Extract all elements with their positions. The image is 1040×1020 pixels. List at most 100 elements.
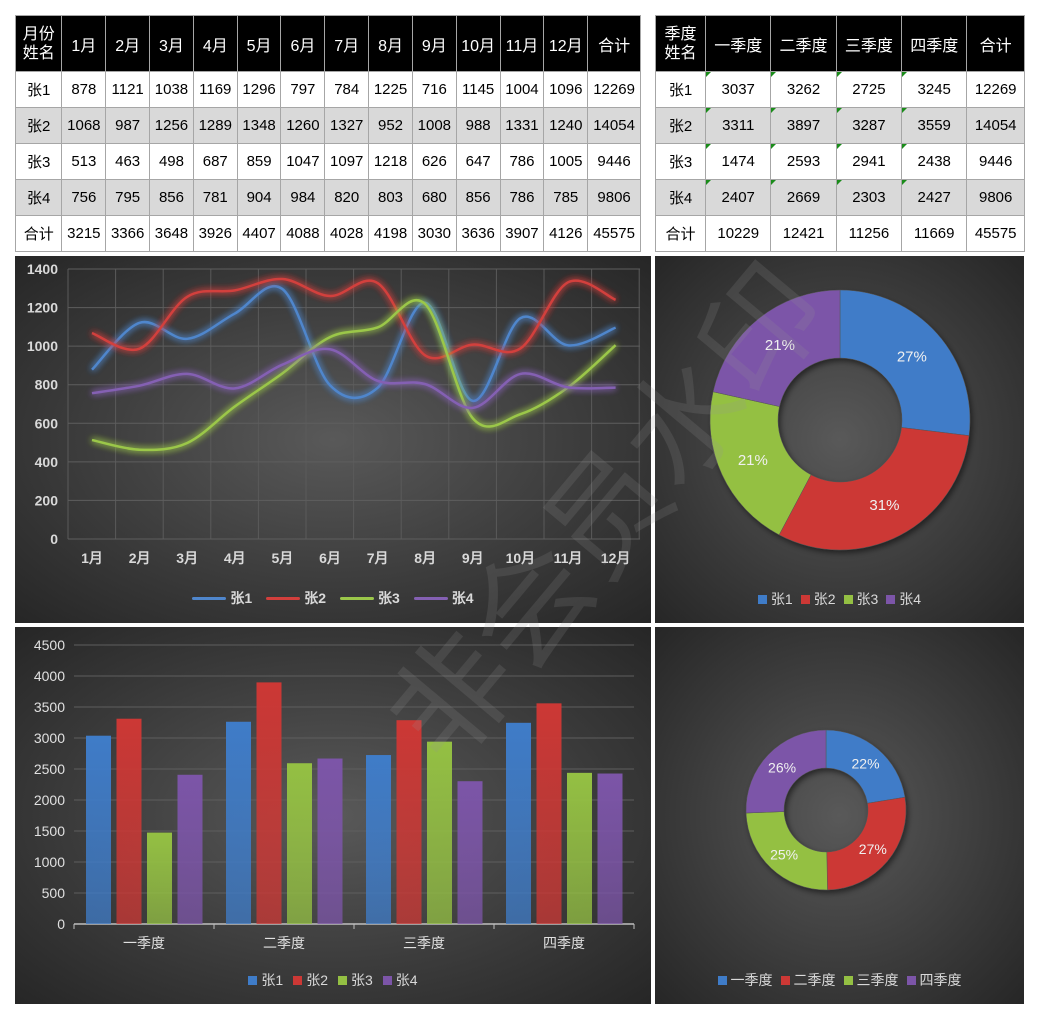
table-cell: 1169: [192, 71, 238, 108]
column-header: 四季度: [901, 15, 968, 72]
column-header: 合计: [587, 15, 641, 72]
x-tick-label: 1月: [81, 550, 103, 566]
corner-top-label: 月份: [22, 25, 55, 43]
column-header: 12月: [543, 15, 589, 72]
bar-张3: [427, 741, 452, 924]
table-cell: 3366: [105, 215, 151, 252]
donut-slice: [825, 729, 906, 804]
x-tick-label: 二季度: [263, 935, 305, 951]
table-cell: 647: [455, 143, 501, 180]
legend-swatch-icon: [338, 975, 347, 985]
table-cell: 2427: [901, 179, 968, 216]
y-tick-label: 400: [35, 454, 59, 470]
table-cell: 3262: [770, 71, 837, 108]
corner-bottom-label: 姓名: [22, 44, 55, 62]
legend-item: 张3: [338, 970, 373, 990]
table-cell: 9446: [587, 143, 641, 180]
table-cell: 1256: [149, 107, 194, 144]
x-tick-label: 9月: [462, 550, 484, 566]
table-cell: 3559: [901, 107, 968, 144]
corner-header: 季度 姓名: [654, 15, 707, 72]
line-chart: 0 200 400 600 800 1000 1200 1400 1月 2月 3月 4月 5月 6月 7月 8…: [27, 261, 640, 566]
quarter-donut-panel: 22% 27% 25% 26% 一季度 二季度 三季度 四季度: [655, 627, 1024, 1004]
column-header: 1月: [61, 15, 107, 72]
row-name: 张3: [654, 143, 707, 180]
legend-swatch-icon: [717, 975, 727, 985]
table-cell: 2407: [705, 179, 772, 216]
slice-percent-label: 21%: [738, 452, 768, 469]
table-cell: 2593: [770, 143, 837, 180]
table-cell: 4407: [236, 215, 282, 252]
table-cell: 3037: [705, 71, 772, 108]
table-cell: 781: [192, 179, 238, 216]
table-cell: 4028: [324, 215, 370, 252]
line-chart-legend: 张1 张2 张3 张4: [15, 588, 651, 608]
table-cell: 9806: [966, 179, 1025, 216]
legend-swatch-icon: [757, 594, 767, 604]
table-cell: 1331: [499, 107, 545, 144]
table-cell: 14054: [587, 107, 641, 144]
table-cell: 10229: [705, 215, 772, 252]
legend-item: 张2: [293, 970, 328, 990]
series-line-张4: [91, 347, 616, 410]
legend-label: 张4: [899, 591, 922, 607]
slice-percent-label: 22%: [852, 756, 880, 772]
table-row: 合计 3215 3366 3648 3926 4407 4088 4028 4198 3030 36…: [14, 215, 641, 252]
table-cell: 785: [543, 179, 589, 216]
row-name: 张4: [14, 179, 63, 216]
x-tick-label: 2月: [129, 550, 151, 566]
table-cell: 1327: [324, 107, 370, 144]
legend-line-icon: [340, 596, 374, 600]
donut-quarter-legend: 一季度 二季度 三季度 四季度: [655, 970, 1024, 990]
slice-percent-label: 27%: [897, 348, 927, 365]
legend-item: 张1: [192, 588, 252, 608]
slice-percent-label: 27%: [859, 841, 887, 857]
table-cell: 1008: [411, 107, 457, 144]
legend-label: 三季度: [856, 972, 899, 988]
x-tick-label: 四季度: [543, 935, 585, 951]
table-cell: 856: [455, 179, 501, 216]
table-cell: 1005: [543, 143, 589, 180]
table-cell: 1004: [499, 71, 545, 108]
table-cell: 45575: [587, 215, 641, 252]
column-header: 三季度: [835, 15, 903, 72]
table-cell: 803: [368, 179, 413, 216]
table-cell: 626: [411, 143, 457, 180]
table-row: 张2 1068 987 1256 1289 1348 1260 1327 952 1008 988 1…: [14, 107, 641, 144]
legend-label: 张3: [856, 591, 879, 607]
x-tick-label: 7月: [367, 550, 389, 566]
bar-张2: [396, 720, 422, 924]
legend-label: 张3: [351, 972, 373, 988]
legend-item: 张3: [340, 588, 400, 608]
table-cell: 14054: [966, 107, 1025, 144]
column-header: 二季度: [770, 15, 837, 72]
table-cell: 513: [61, 143, 107, 180]
bar-张2: [256, 682, 282, 924]
row-name: 张2: [654, 107, 707, 144]
bar-chart-legend: 张1 张2 张3 张4: [15, 970, 651, 990]
table-row: 张1 878 1121 1038 1169 1296 797 784 1225 716 1145 10…: [14, 71, 641, 108]
legend-label: 张3: [378, 590, 400, 606]
legend-item: 张2: [266, 588, 326, 608]
table-cell: 859: [236, 143, 282, 180]
donut-person-legend: 张1 张2 张3 张4: [655, 589, 1024, 609]
table-cell: 4198: [368, 215, 413, 252]
bar-chart-panel: 0 500 1000 1500 2000 2500 3000 3500 4000 4500 一季度 二…: [15, 627, 651, 1004]
legend-swatch-icon: [800, 594, 810, 604]
bar-张4: [177, 774, 203, 924]
x-tick-label: 一季度: [123, 935, 165, 951]
table-row: 张3 513 463 498 687 859 1047 1097 1218 626 647 786 10…: [14, 143, 641, 180]
column-header: 合计: [966, 15, 1025, 72]
pie-chart-panel: 27% 31% 21% 21% 张1 张2 张3 张4: [655, 256, 1024, 623]
corner-bottom-label: 姓名: [664, 44, 697, 62]
legend-swatch-icon: [843, 594, 853, 604]
donut-slice: [712, 289, 841, 407]
table-cell: 952: [368, 107, 413, 144]
table-cell: 1240: [543, 107, 589, 144]
x-tick-label: 10月: [506, 550, 536, 566]
table-cell: 987: [105, 107, 151, 144]
table-cell: 3030: [411, 215, 457, 252]
header-row: 月份 姓名 1月 2月 3月 4月 5月 6月 7月 8月 9月 10月 11月 12月 合计: [14, 15, 641, 72]
y-tick-label: 200: [35, 492, 59, 508]
y-tick-label: 1200: [27, 300, 58, 316]
